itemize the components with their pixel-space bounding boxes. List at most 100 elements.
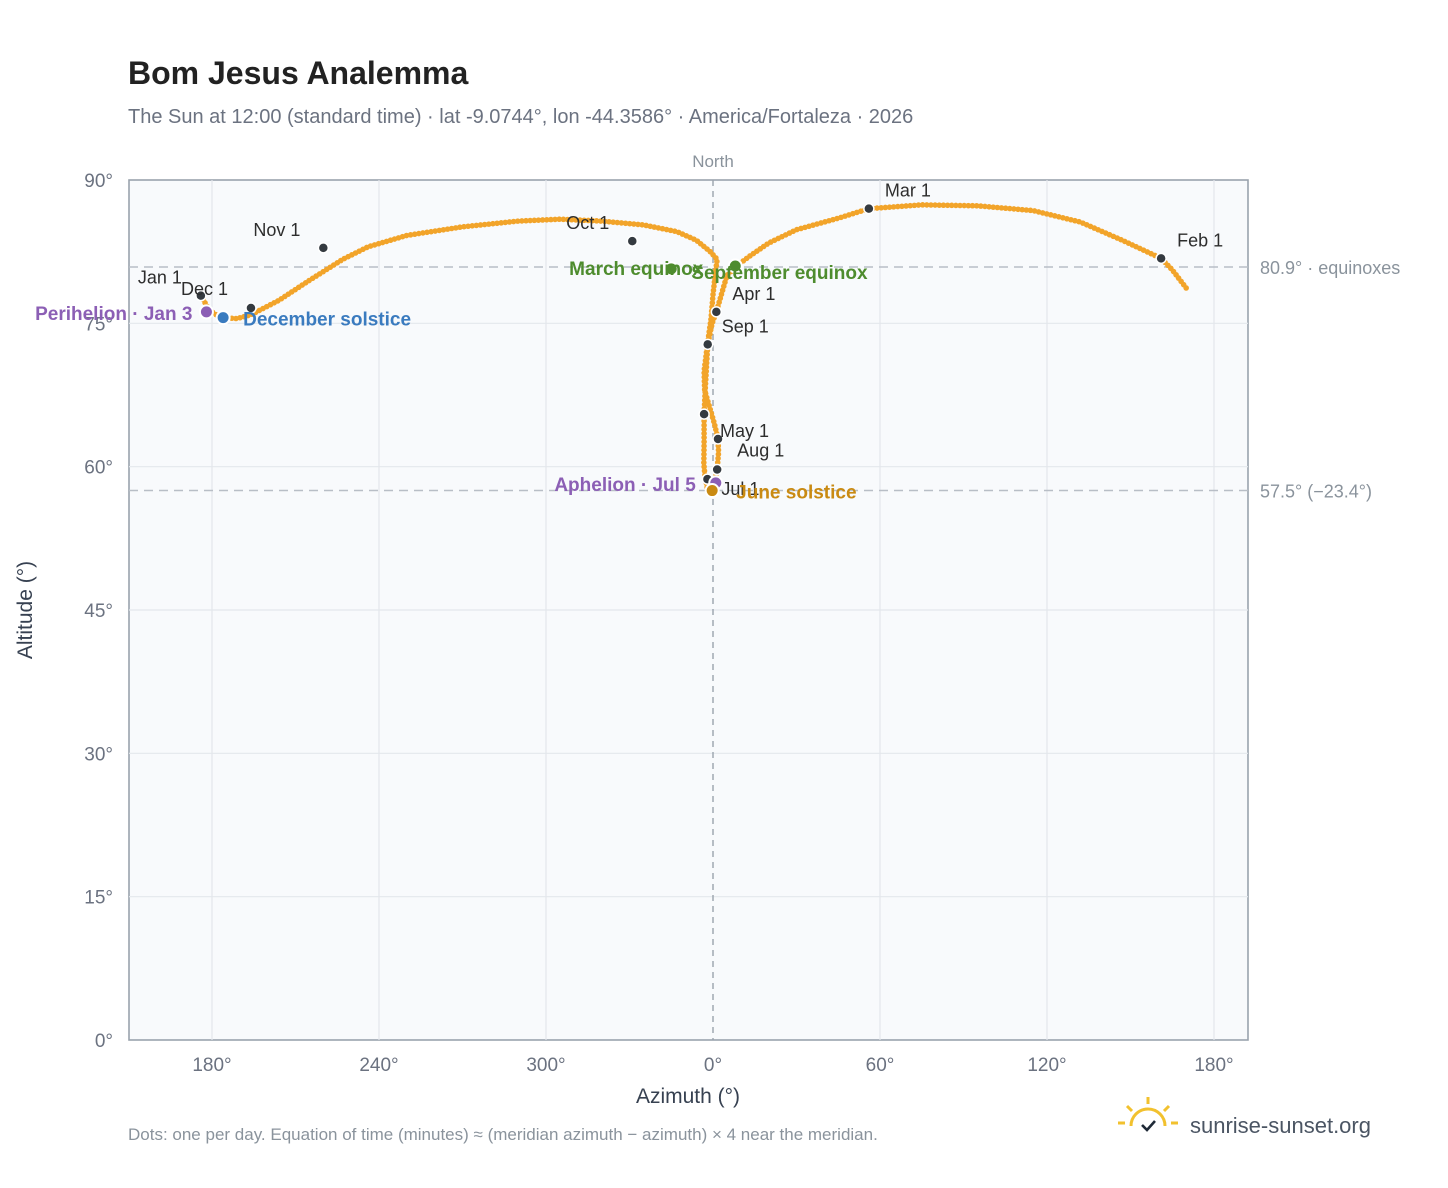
day-dot: [539, 217, 546, 223]
day-dot: [709, 295, 716, 302]
day-dot: [407, 232, 414, 238]
day-dot: [440, 226, 447, 233]
day-dot: [1006, 205, 1013, 212]
footnote: Dots: one per day. Equation of time (min…: [128, 1125, 878, 1144]
day-dot: [701, 447, 707, 453]
day-dot: [928, 202, 934, 208]
day-dot: [465, 223, 471, 230]
day-dot: [527, 217, 533, 224]
day-dot: [415, 230, 422, 237]
day-dot: [502, 219, 509, 226]
day-dot: [531, 217, 538, 224]
day-dot: [543, 216, 550, 223]
day-dot: [712, 266, 719, 273]
day-dot: [552, 216, 558, 223]
day-dot: [602, 218, 608, 225]
day-dot: [957, 202, 963, 209]
day-dot: [710, 287, 717, 294]
month-marker: [626, 235, 639, 247]
day-dot: [712, 275, 718, 281]
day-dot: [936, 202, 943, 208]
day-dot: [514, 218, 521, 224]
y-tick-label: 0°: [95, 1031, 113, 1052]
day-dot: [564, 216, 571, 223]
day-dot: [432, 228, 439, 234]
month-label: May 1: [720, 421, 769, 441]
day-dot: [882, 204, 889, 211]
day-dot: [560, 216, 567, 223]
day-dot: [568, 216, 575, 223]
day-dot: [577, 217, 583, 223]
y-tick-label: 45°: [84, 601, 113, 622]
day-dot: [894, 203, 901, 210]
reference-line-label: 80.9° · equinoxes: [1260, 258, 1400, 278]
day-dot: [701, 443, 707, 449]
month-label: Oct 1: [566, 213, 609, 233]
day-dot: [998, 205, 1005, 211]
day-dot: [701, 401, 708, 408]
day-dot: [1019, 206, 1025, 213]
north-label: North: [692, 152, 734, 171]
day-dot: [973, 202, 980, 209]
day-dot: [420, 230, 426, 236]
day-dot: [506, 219, 513, 225]
x-tick-label: 60°: [866, 1055, 895, 1076]
day-dot: [911, 202, 918, 209]
x-tick-label: 180°: [1194, 1055, 1233, 1076]
sun-icon: [1118, 1097, 1178, 1132]
y-tick-label: 75°: [84, 314, 113, 335]
day-dot: [701, 455, 707, 462]
day-dot: [712, 271, 719, 277]
day-dot: [907, 202, 914, 209]
month-label: Dec 1: [181, 279, 228, 299]
month-marker: [698, 408, 710, 420]
day-dot: [994, 204, 1001, 211]
day-dot: [1002, 205, 1009, 212]
day-dot: [702, 393, 708, 399]
day-dot: [715, 451, 722, 458]
day-dot: [704, 355, 710, 362]
day-dot: [701, 468, 708, 474]
day-dot: [485, 221, 492, 227]
brand-name: sunrise-sunset.org: [1190, 1113, 1371, 1138]
day-dot: [704, 351, 710, 358]
month-label: Jan 1: [138, 268, 182, 288]
day-dot: [948, 202, 955, 209]
day-dot: [701, 463, 707, 470]
month-marker: [317, 242, 330, 254]
day-dot: [701, 430, 707, 437]
day-dot: [703, 360, 710, 366]
day-dot: [424, 229, 430, 236]
x-tick-labels: 180° 240° 300° 0° 60° 120° 180°: [192, 1055, 1233, 1076]
month-markers: Jan 1 Feb 1 Mar 1 Apr 1 May 1 Jul 1 Aug 1 Sep 1…: [138, 181, 1223, 499]
day-dot: [715, 455, 721, 462]
day-dot: [477, 222, 484, 228]
day-dot: [535, 217, 542, 223]
event-label: March equinox: [569, 259, 704, 280]
day-dot: [498, 220, 504, 226]
day-dot: [711, 283, 717, 290]
day-dot: [1027, 207, 1034, 214]
day-dot: [703, 368, 710, 375]
day-dot: [585, 217, 592, 224]
month-label: Feb 1: [1177, 230, 1223, 250]
day-dot: [711, 279, 718, 285]
x-tick-label: 300°: [526, 1055, 565, 1076]
day-dot: [490, 220, 496, 227]
y-tick-label: 15°: [84, 888, 113, 909]
day-dot: [703, 364, 710, 370]
day-dot: [1015, 206, 1021, 213]
day-dot: [631, 221, 637, 227]
event-label: June solstice: [736, 483, 856, 504]
day-dot: [915, 202, 922, 208]
day-dot: [461, 223, 467, 230]
chart-title: Bom Jesus Analemma: [128, 55, 468, 91]
day-dot: [986, 204, 992, 210]
day-dot: [597, 218, 604, 224]
day-dot: [1183, 285, 1189, 291]
day-dot: [614, 219, 621, 226]
day-dot: [701, 426, 707, 433]
day-dot: [436, 227, 443, 234]
day-dot: [581, 217, 587, 224]
